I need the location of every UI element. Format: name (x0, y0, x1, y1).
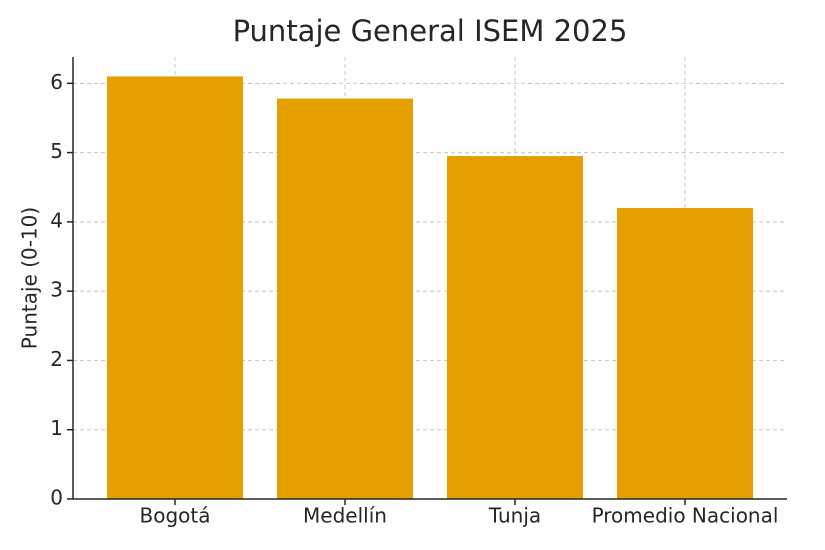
bar (277, 98, 413, 500)
chart-title: Puntaje General ISEM 2025 (233, 14, 628, 48)
y-tick-label: 1 (50, 416, 63, 440)
x-tick-label: Promedio Nacional (592, 504, 779, 528)
bar (107, 76, 243, 499)
y-tick-label: 5 (50, 139, 63, 163)
y-tick-label: 6 (50, 70, 63, 94)
bar (617, 208, 753, 500)
y-tick-label: 0 (50, 486, 63, 510)
x-tick-label: Tunja (488, 504, 541, 528)
y-tick-label: 4 (50, 208, 63, 232)
y-tick-label: 3 (50, 278, 63, 302)
bar (447, 156, 583, 499)
y-tick-label: 2 (50, 347, 63, 371)
y-axis-label: Puntaje (0-10) (18, 207, 42, 349)
x-tick-label: Medellín (303, 504, 387, 528)
x-tick-label: Bogotá (140, 504, 211, 528)
